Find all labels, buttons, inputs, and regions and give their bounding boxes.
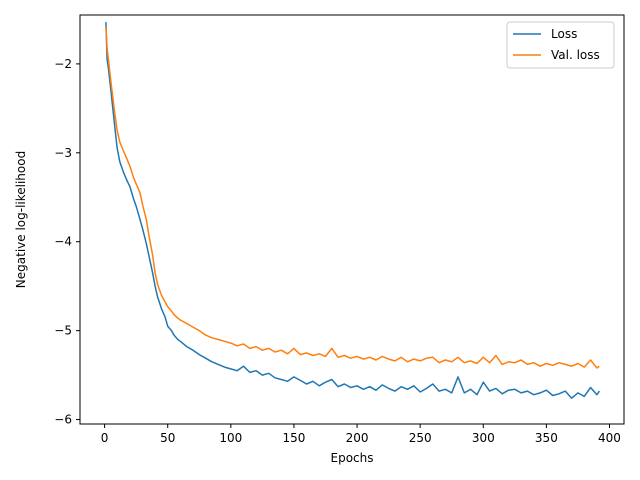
- x-tick-label: 50: [160, 431, 175, 445]
- x-tick-label: 250: [409, 431, 432, 445]
- x-tick-label: 150: [282, 431, 305, 445]
- y-tick-label: −6: [54, 413, 72, 427]
- y-axis-label: Negative log-likelihood: [14, 151, 28, 288]
- x-tick-label: 100: [219, 431, 242, 445]
- x-axis-label: Epochs: [331, 451, 374, 465]
- axes-frame: [79, 14, 625, 425]
- x-tick-label: 350: [535, 431, 558, 445]
- plot-area: [105, 22, 601, 399]
- y-tick-label: −3: [54, 146, 72, 160]
- y-tick-label: −4: [54, 235, 72, 249]
- y-tick-label: −2: [54, 57, 72, 71]
- legend-label: Val. loss: [551, 48, 600, 62]
- y-tick-label: −5: [54, 324, 72, 338]
- x-tick-label: 0: [101, 431, 109, 445]
- series-line-loss: [105, 22, 601, 399]
- x-tick-label: 300: [472, 431, 495, 445]
- series-line-val-loss: [105, 26, 600, 369]
- legend-label: Loss: [551, 27, 577, 41]
- x-tick-label: 400: [598, 431, 621, 445]
- x-axis-ticks: 0 50 100 150 200 250 300 350 400: [101, 424, 621, 445]
- y-axis-ticks: −6 −5 −4 −3 −2: [54, 57, 80, 427]
- legend: Loss Val. loss: [506, 21, 615, 69]
- x-tick-label: 200: [346, 431, 369, 445]
